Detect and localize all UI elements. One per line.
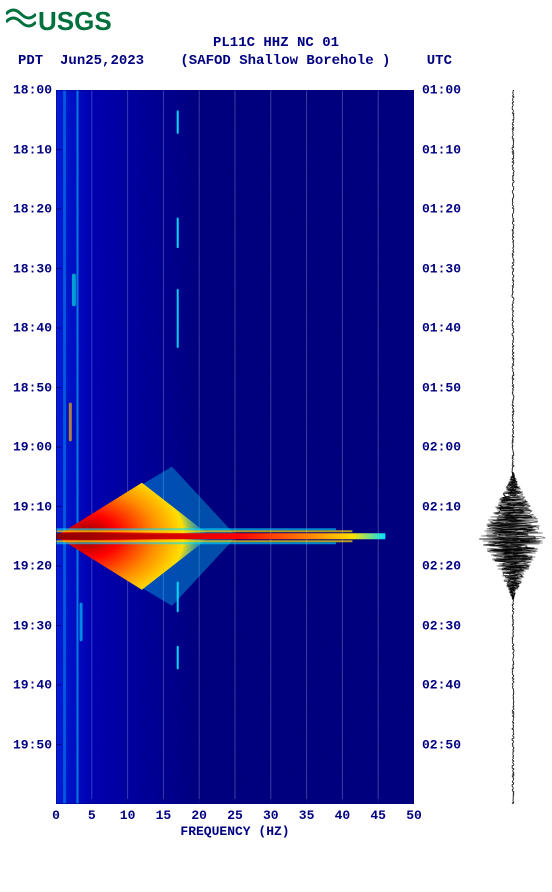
x-tick: 0 [52,808,60,823]
y-right-tick: 02:50 [422,737,461,752]
y-axis-left-labels: 18:0018:1018:2018:3018:4018:5019:0019:10… [10,90,54,804]
y-left-tick: 18:10 [13,142,52,157]
y-right-tick: 02:40 [422,678,461,693]
y-right-tick: 01:20 [422,202,461,217]
y-left-tick: 18:40 [13,321,52,336]
y-left-tick: 18:20 [13,202,52,217]
y-left-tick: 19:40 [13,678,52,693]
y-right-tick: 01:10 [422,142,461,157]
y-right-tick: 02:10 [422,499,461,514]
y-left-tick: 18:50 [13,380,52,395]
y-right-tick: 01:40 [422,321,461,336]
y-right-tick: 02:30 [422,618,461,633]
station-id: PL11C HHZ NC 01 [0,34,552,52]
y-right-tick: 02:20 [422,559,461,574]
y-left-tick: 18:30 [13,261,52,276]
x-tick: 35 [299,808,315,823]
spectrogram-plot [56,90,414,804]
y-left-tick: 19:10 [13,499,52,514]
tz-left: PDT [18,53,43,69]
x-tick: 5 [88,808,96,823]
x-tick: 30 [263,808,279,823]
y-right-tick: 01:50 [422,380,461,395]
station-desc: (SAFOD Shallow Borehole ) [180,52,390,70]
y-left-tick: 18:00 [13,83,52,98]
y-left-tick: 19:00 [13,440,52,455]
x-tick: 25 [227,808,243,823]
x-tick: 50 [406,808,422,823]
y-right-tick: 02:00 [422,440,461,455]
y-right-tick: 01:00 [422,83,461,98]
usgs-logo: USGS [6,6,112,37]
spectrogram-svg [56,90,414,804]
page-root: { "logo": {"text": "USGS", "color": "#00… [0,0,552,892]
x-tick: 15 [156,808,172,823]
chart-header: PL11C HHZ NC 01 PDT Jun25,2023 (SAFOD Sh… [0,34,552,70]
y-right-tick: 01:30 [422,261,461,276]
y-left-tick: 19:20 [13,559,52,574]
tz-right: UTC [427,52,452,70]
y-left-tick: 19:30 [13,618,52,633]
x-axis-label: FREQUENCY (HZ) [56,824,414,839]
seismogram-panel [478,90,548,804]
usgs-logo-text: USGS [38,6,112,37]
x-tick: 45 [370,808,386,823]
x-tick: 10 [120,808,136,823]
date-label: Jun25,2023 [60,53,144,69]
usgs-waves-icon [6,6,36,37]
y-axis-right-labels: 01:0001:1001:2001:3001:4001:5002:0002:10… [420,90,470,804]
seismogram-svg [478,90,548,804]
y-left-tick: 19:50 [13,737,52,752]
x-tick: 40 [335,808,351,823]
x-tick: 20 [191,808,207,823]
